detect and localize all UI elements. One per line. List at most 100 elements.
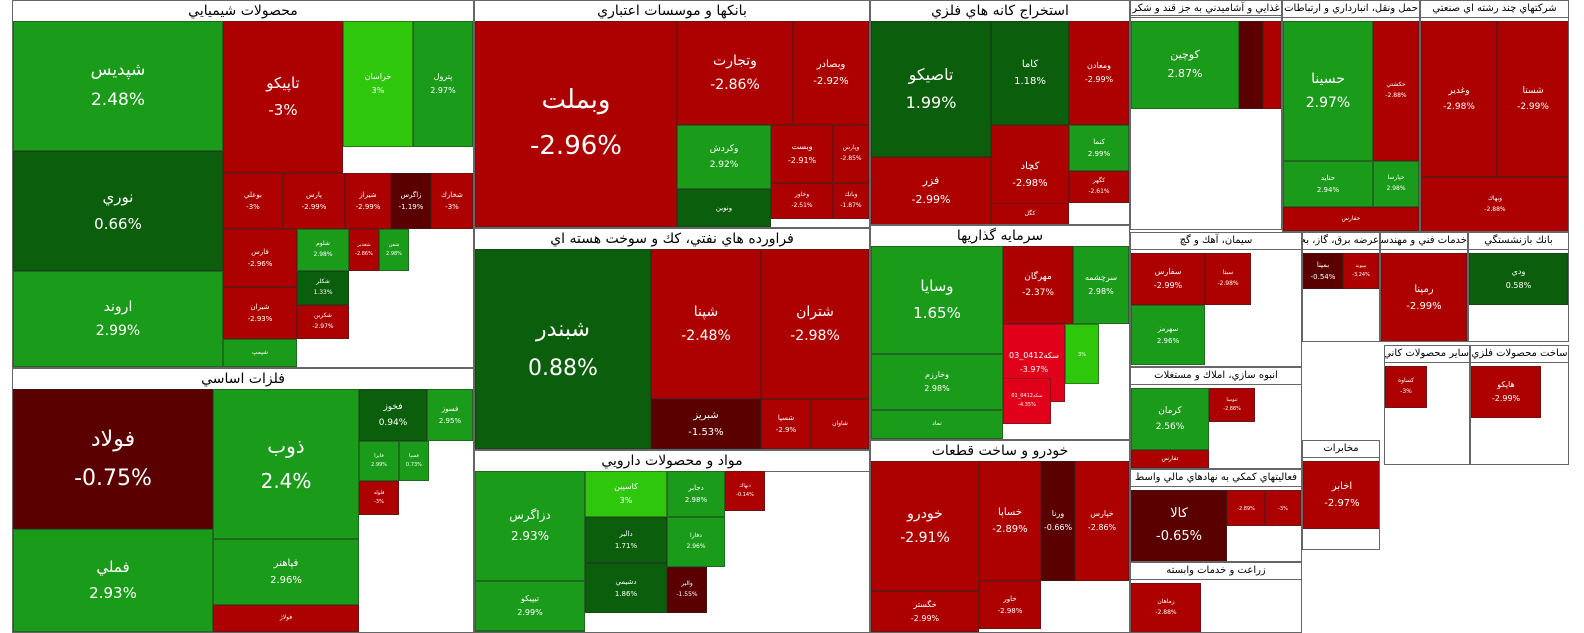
stock-tile[interactable]: وغدير -2.98%	[1421, 21, 1497, 177]
stock-tile[interactable]: حفارس	[1283, 207, 1419, 231]
stock-tile[interactable]: خودرو -2.91%	[871, 461, 979, 591]
stock-tile[interactable]: شلوم 2.98%	[297, 229, 349, 271]
stock-tile[interactable]: رمپنا -2.99%	[1381, 253, 1467, 341]
stock-tile[interactable]: دبهاك -0.14%	[725, 471, 765, 511]
sector-title[interactable]: سيمان، آهك و گچ	[1131, 233, 1301, 250]
stock-tile[interactable]: شسپا -2.9%	[761, 399, 811, 449]
stock-tile[interactable]: فلوله -3%	[359, 481, 399, 515]
stock-tile[interactable]: دجابر 2.98%	[667, 471, 725, 517]
stock-tile[interactable]: ونوين	[677, 189, 771, 227]
stock-tile[interactable]: پترول 2.97%	[413, 21, 473, 147]
stock-tile[interactable]: ومعادن -2.99%	[1069, 21, 1129, 125]
stock-tile[interactable]: وپارس -2.85%	[833, 125, 869, 183]
stock-tile[interactable]: خگستر -2.99%	[871, 591, 979, 632]
stock-tile[interactable]: كيميارو	[475, 631, 585, 632]
sector-title[interactable]: مواد و محصولات دارويي	[475, 451, 869, 472]
stock-tile[interactable]: حكشتي -2.88%	[1373, 21, 1419, 161]
stock-tile[interactable]: تاصيكو 1.99%	[871, 21, 991, 157]
stock-tile[interactable]: هاپكو -2.99%	[1471, 366, 1541, 418]
sector-title[interactable]: استخراج كانه هاي فلزي	[871, 1, 1129, 22]
stock-tile[interactable]: شيران -2.93%	[223, 287, 297, 339]
stock-tile[interactable]: وتجارت -2.86%	[677, 21, 793, 125]
sector-title[interactable]: انبوه سازي، املاك و مستغلات	[1131, 368, 1301, 385]
stock-tile[interactable]: وخاور -2.51%	[771, 183, 833, 219]
stock-tile[interactable]: شپديس 2.48%	[13, 21, 223, 151]
stock-tile[interactable]: تفارس	[1131, 450, 1209, 468]
stock-tile[interactable]: دزاگرس 2.93%	[475, 471, 585, 581]
stock-tile[interactable]: شبندر 0.88%	[475, 249, 651, 449]
sector-title[interactable]: خدمات فني و مهندسي	[1381, 233, 1467, 250]
stock-tile[interactable]: بمپنا -0.54%	[1303, 253, 1343, 289]
stock-tile[interactable]: شكربن -2.97%	[297, 305, 349, 339]
stock-tile[interactable]: وبهاك -2.88%	[1421, 177, 1568, 231]
stock-tile[interactable]: شتران -2.98%	[761, 249, 869, 399]
sector-title[interactable]: فراورده هاي نفتي، كك و سوخت هسته اي	[475, 229, 869, 250]
stock-tile[interactable]: كالا -0.65%	[1131, 490, 1227, 561]
sector-title[interactable]: ساخت محصولات فلزي	[1471, 346, 1568, 363]
stock-tile[interactable]: وبملت -2.96%	[475, 21, 677, 227]
stock-tile[interactable]: نوري 0.66%	[13, 151, 223, 271]
sector-title[interactable]: شركتهاي چند رشته اي صنعتي	[1421, 1, 1568, 18]
sector-title[interactable]: مخابرات	[1303, 441, 1379, 458]
stock-tile[interactable]: تيپيكو 2.99%	[475, 581, 585, 631]
stock-tile[interactable]: سفارس -2.99%	[1131, 253, 1205, 305]
stock-tile[interactable]: فسپا 0.73%	[399, 441, 429, 481]
stock-tile[interactable]: بپيوند -3.24%	[1343, 253, 1379, 289]
stock-tile[interactable]: شپمپ	[223, 339, 297, 367]
stock-tile[interactable]: فولاژ	[213, 605, 359, 632]
stock-tile[interactable]: حسينا 2.97%	[1283, 21, 1373, 161]
stock-tile[interactable]: شيراز -2.99%	[345, 173, 391, 229]
stock-tile[interactable]: بوعلي -3%	[223, 173, 283, 229]
stock-tile[interactable]: وبانك -1.87%	[833, 183, 869, 219]
sector-title[interactable]: عرضه برق، گاز، بخاروآب گرم	[1303, 233, 1379, 250]
stock-tile[interactable]: نماد	[871, 410, 1003, 439]
stock-tile[interactable]: شخارك -3%	[431, 173, 473, 229]
stock-tile[interactable]: فايرا 2.99%	[359, 441, 399, 481]
stock-tile[interactable]: شستا -2.99%	[1497, 21, 1568, 177]
stock-tile[interactable]: كاما 1.18%	[991, 21, 1069, 125]
stock-tile[interactable]: ودي 0.58%	[1469, 253, 1568, 305]
stock-tile[interactable]: شبريز -1.53%	[651, 399, 761, 449]
stock-tile[interactable]: ثنوسا -2.88%	[1209, 388, 1255, 422]
stock-tile[interactable]: فولاد -0.75%	[13, 389, 213, 529]
stock-tile[interactable]: وخارزم 2.98%	[871, 354, 1003, 410]
stock-tile[interactable]: كگل	[991, 203, 1069, 224]
sector-title[interactable]: بانكها و موسسات اعتباري	[475, 1, 869, 22]
stock-tile[interactable]: حتايد 2.94%	[1283, 161, 1373, 207]
stock-tile[interactable]: كنما 2.99%	[1069, 125, 1129, 171]
stock-tile[interactable]: فپاهنر 2.96%	[213, 539, 359, 605]
sector-title[interactable]: زراعت و خدمات وابسته	[1131, 563, 1301, 580]
stock-tile[interactable]: خپارس -2.86%	[1075, 461, 1129, 581]
stock-tile[interactable]: والبر -1.55%	[667, 567, 707, 613]
stock-tile[interactable]: سكه0412_01 -4.35%	[1003, 378, 1051, 424]
stock-tile[interactable]: كرمان 2.56%	[1131, 388, 1209, 450]
stock-tile[interactable]: وبصادر -2.92%	[793, 21, 869, 125]
stock-tile[interactable]	[1263, 21, 1281, 109]
stock-tile[interactable]: شفن 2.98%	[379, 229, 409, 271]
stock-tile[interactable]: دفارا 2.96%	[667, 517, 725, 567]
sector-title[interactable]: محصولات شيميايي	[13, 1, 473, 22]
sector-title[interactable]: فعاليتهاي كمكي به نهادهاي مالي واسط	[1131, 470, 1301, 487]
stock-tile[interactable]: حپارسا 2.98%	[1373, 161, 1419, 207]
stock-tile[interactable]: سهرمز 2.96%	[1131, 305, 1205, 365]
stock-tile[interactable]: ذوب 2.4%	[213, 389, 359, 539]
stock-tile[interactable]: پارس -2.99%	[283, 173, 345, 229]
stock-tile[interactable]: 3%	[1065, 324, 1099, 384]
stock-tile[interactable]: وسايا 1.65%	[871, 246, 1003, 354]
stock-tile[interactable]: شغدير -2.86%	[349, 229, 379, 271]
sector-title[interactable]: بانك بازنشستگي	[1469, 233, 1568, 250]
stock-tile[interactable]: وكردش 2.92%	[677, 125, 771, 189]
stock-tile[interactable]: كگهر -2.61%	[1069, 171, 1129, 203]
stock-tile[interactable]: فملي 2.93%	[13, 529, 213, 632]
stock-tile[interactable]: سرچشمه 2.98%	[1073, 246, 1129, 324]
stock-tile[interactable]: زاگرس -1.19%	[391, 173, 431, 229]
stock-tile[interactable]: اروند 2.99%	[13, 271, 223, 367]
stock-tile[interactable]: كاسپين 3%	[585, 471, 667, 517]
stock-tile[interactable]: دالبر 1.71%	[585, 517, 667, 563]
stock-tile[interactable]: خاور -2.98%	[979, 581, 1041, 629]
stock-tile[interactable]: فزر -2.99%	[871, 157, 991, 224]
stock-tile[interactable]: مهرگان -2.37%	[1003, 246, 1073, 324]
stock-tile[interactable]: كساوه -3%	[1385, 366, 1427, 408]
stock-tile[interactable]: -2.89%	[1227, 490, 1265, 526]
stock-tile[interactable]: شكلر 1.33%	[297, 271, 349, 305]
